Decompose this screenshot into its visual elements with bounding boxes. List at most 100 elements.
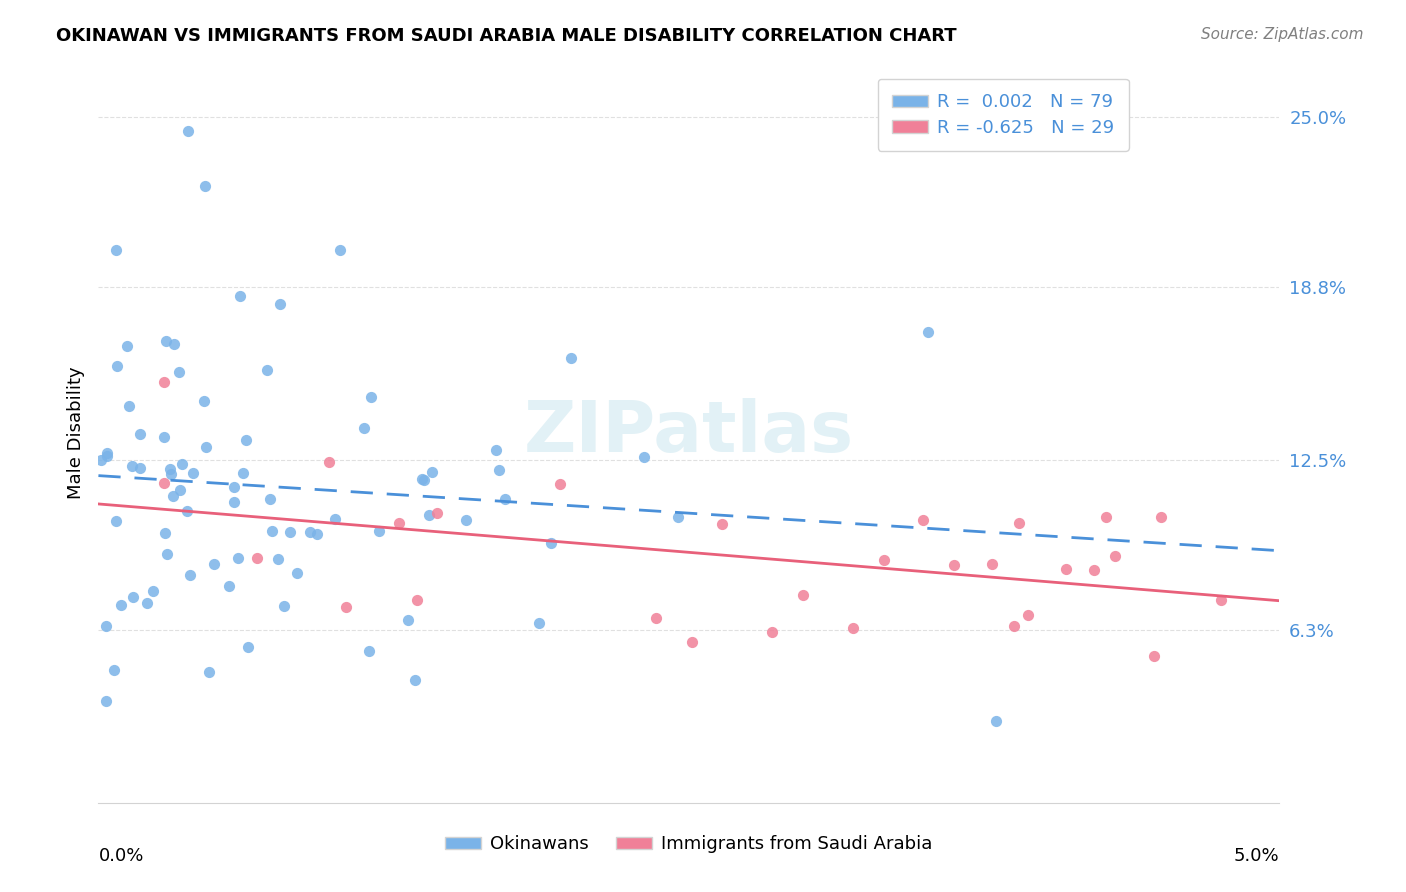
Point xyxy=(1143,648,1166,663)
Point xyxy=(94,619,117,633)
Point xyxy=(117,339,139,353)
Point xyxy=(94,694,117,708)
Point xyxy=(218,579,240,593)
Point xyxy=(105,514,128,528)
Point xyxy=(170,457,193,471)
Point xyxy=(238,640,260,655)
Point xyxy=(426,506,449,520)
Point xyxy=(318,455,340,469)
Point xyxy=(454,513,477,527)
Y-axis label: Male Disability: Male Disability xyxy=(66,367,84,499)
Point xyxy=(1083,563,1105,577)
Point xyxy=(1054,561,1077,575)
Point xyxy=(1095,510,1118,524)
Point xyxy=(412,473,434,487)
Legend: Okinawans, Immigrants from Saudi Arabia: Okinawans, Immigrants from Saudi Arabia xyxy=(439,828,939,861)
Point xyxy=(335,599,357,614)
Point xyxy=(357,644,380,658)
Point xyxy=(1211,592,1233,607)
Point xyxy=(540,536,562,550)
Point xyxy=(194,441,217,455)
Point xyxy=(420,466,443,480)
Point xyxy=(494,491,516,506)
Point xyxy=(353,421,375,435)
Point xyxy=(135,596,157,610)
Point xyxy=(285,566,308,580)
Point xyxy=(226,551,249,566)
Point xyxy=(167,364,190,378)
Point xyxy=(152,375,174,389)
Point xyxy=(129,427,152,442)
Point xyxy=(360,390,382,404)
Point xyxy=(644,610,666,624)
Point xyxy=(90,452,112,467)
Point xyxy=(792,588,814,602)
Point xyxy=(278,525,301,540)
Point xyxy=(246,550,269,565)
Point xyxy=(153,526,176,541)
Point xyxy=(179,568,201,582)
Point xyxy=(841,621,863,635)
Point xyxy=(155,334,177,348)
Point xyxy=(142,583,165,598)
Point xyxy=(122,590,145,604)
Point xyxy=(156,547,179,561)
Point xyxy=(418,508,440,522)
Point xyxy=(1017,607,1039,622)
Point xyxy=(159,462,181,476)
Point xyxy=(176,504,198,518)
Point xyxy=(232,466,254,480)
Point xyxy=(984,714,1007,728)
Point xyxy=(1104,549,1126,563)
Point xyxy=(325,512,347,526)
Point xyxy=(118,399,141,413)
Point xyxy=(305,527,328,541)
Point xyxy=(527,616,550,631)
Point xyxy=(488,463,510,477)
Text: 0.0%: 0.0% xyxy=(98,847,143,865)
Point xyxy=(266,552,288,566)
Point xyxy=(162,489,184,503)
Point xyxy=(942,558,965,573)
Point xyxy=(177,124,200,138)
Point xyxy=(103,663,125,677)
Point xyxy=(181,466,204,480)
Point xyxy=(197,665,219,679)
Point xyxy=(633,450,655,465)
Point xyxy=(152,430,174,444)
Point xyxy=(299,524,322,539)
Point xyxy=(411,471,433,485)
Point xyxy=(256,363,278,377)
Point xyxy=(1002,618,1025,632)
Point xyxy=(980,557,1002,571)
Point xyxy=(129,460,152,475)
Point xyxy=(917,325,939,339)
Point xyxy=(193,394,215,409)
Point xyxy=(235,433,257,447)
Point xyxy=(222,494,245,508)
Point xyxy=(550,477,572,491)
Point xyxy=(169,483,191,497)
Point xyxy=(104,243,127,257)
Point xyxy=(229,288,252,302)
Point xyxy=(404,673,426,687)
Point xyxy=(666,509,689,524)
Point xyxy=(388,516,411,531)
Point xyxy=(273,599,295,614)
Point xyxy=(560,351,582,365)
Point xyxy=(711,517,734,532)
Point xyxy=(396,613,419,627)
Point xyxy=(194,178,217,193)
Point xyxy=(269,297,291,311)
Point xyxy=(160,467,183,482)
Text: ZIPatlas: ZIPatlas xyxy=(524,398,853,467)
Point xyxy=(681,635,703,649)
Point xyxy=(105,359,128,373)
Point xyxy=(368,524,391,539)
Point xyxy=(1008,516,1031,530)
Point xyxy=(96,449,118,463)
Point xyxy=(163,337,186,351)
Point xyxy=(259,491,281,506)
Text: 5.0%: 5.0% xyxy=(1234,847,1279,865)
Point xyxy=(872,553,894,567)
